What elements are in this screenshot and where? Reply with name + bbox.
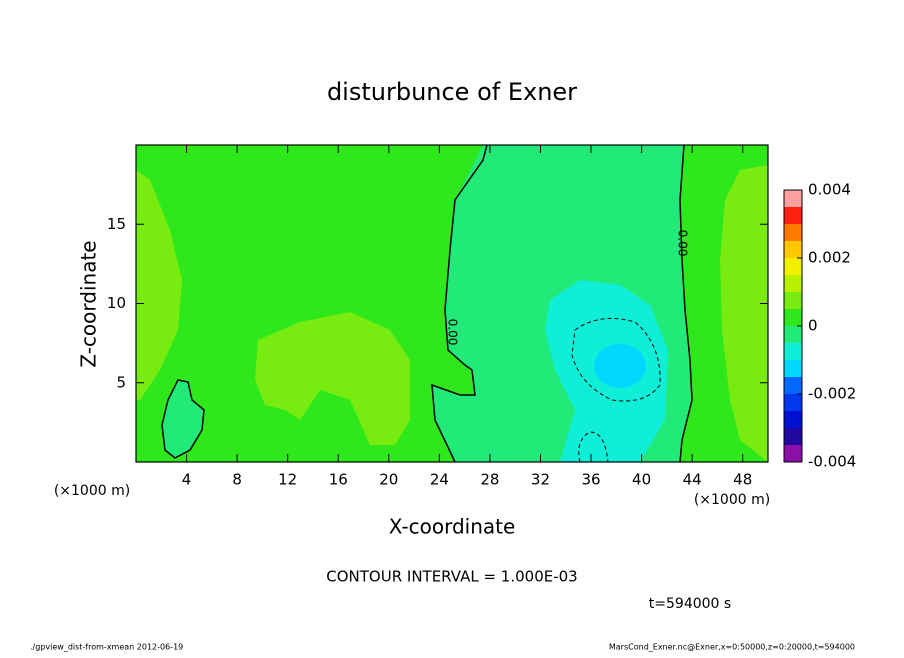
colorbar-band xyxy=(784,241,802,258)
x-axis-label: X-coordinate xyxy=(389,515,516,539)
x-tick-label: 24 xyxy=(430,471,449,489)
y-tick-label: 15 xyxy=(107,215,126,233)
time-label: t=594000 s xyxy=(649,596,731,612)
x-tick-label: 4 xyxy=(182,471,192,489)
x-tick-label: 48 xyxy=(733,471,752,489)
colorbar-tick-label: -0.004 xyxy=(808,453,856,471)
colorbar-band xyxy=(784,309,802,326)
region xyxy=(136,170,182,400)
contour-interval: CONTOUR INTERVAL = 1.000E-03 xyxy=(326,568,577,586)
colorbar-band xyxy=(784,258,802,275)
x-tick-label: 36 xyxy=(581,471,600,489)
colorbar-band xyxy=(784,326,802,343)
x-tick-label: 40 xyxy=(632,471,651,489)
colorbar-tick-label: 0.002 xyxy=(808,249,851,267)
x-tick-label: 28 xyxy=(480,471,499,489)
colorbar-tick-label: 0 xyxy=(808,317,818,335)
contour-line xyxy=(161,379,205,459)
colorbar-band xyxy=(784,377,802,394)
x-tick-label: 8 xyxy=(232,471,242,489)
y-axis-label: Z-coordinate xyxy=(77,240,101,367)
colorbar-band xyxy=(784,411,802,428)
contour-line xyxy=(431,144,488,463)
chart-title: disturbunce of Exner xyxy=(327,78,577,106)
colorbar-band xyxy=(784,360,802,377)
x-tick-label: 44 xyxy=(683,471,702,489)
colorbar-band xyxy=(784,445,802,462)
colorbar-band xyxy=(784,224,802,241)
colorbar-tick-label: -0.002 xyxy=(808,385,856,403)
region xyxy=(720,165,768,462)
colorbar-band xyxy=(784,394,802,411)
colorbar-band xyxy=(784,207,802,224)
plot-area: 0.00 0.00 xyxy=(135,144,769,463)
y-tick-label: 5 xyxy=(116,373,126,391)
x-tick-label: 32 xyxy=(531,471,550,489)
x-tick-label: 16 xyxy=(329,471,348,489)
contour-label: 0.00 xyxy=(446,319,460,346)
region xyxy=(162,380,204,458)
contour-label: 0.00 xyxy=(676,230,690,257)
contour-line xyxy=(679,144,693,463)
colorbar-band xyxy=(784,275,802,292)
x-tick-label: 12 xyxy=(278,471,297,489)
x-tick-label: 20 xyxy=(379,471,398,489)
colorbar-band xyxy=(784,428,802,445)
contour-line xyxy=(578,431,609,463)
colorbar-tick-label: 0.004 xyxy=(808,181,851,199)
colorbar-band xyxy=(784,343,802,360)
y-tick-label: 10 xyxy=(107,294,126,312)
region xyxy=(594,344,646,388)
region xyxy=(255,312,410,445)
colorbar-band xyxy=(784,190,802,207)
contour-line xyxy=(571,317,661,402)
colorbar-band xyxy=(784,292,802,309)
footer-left: ./gpview_dist-from-xmean 2012-06-19 xyxy=(30,643,183,652)
footer-right: MarsCond_Exner.nc@Exner,x=0:50000,z=0:20… xyxy=(609,643,855,652)
y-unit: (×1000 m) xyxy=(54,483,130,499)
x-unit: (×1000 m) xyxy=(694,492,770,508)
